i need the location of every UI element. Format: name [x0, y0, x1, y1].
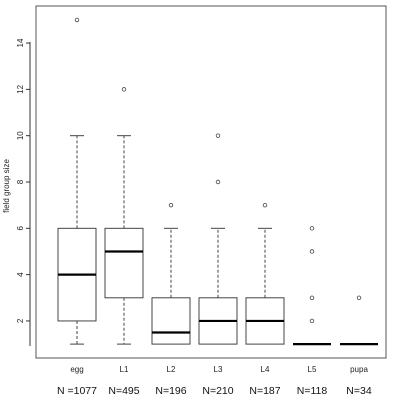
- outlier-point: [356, 295, 362, 300]
- n-label-pupa: N=34: [346, 385, 372, 397]
- box-pupa: [340, 295, 378, 346]
- n-label-l5: N=118: [297, 385, 328, 397]
- sample-size-labels: N =1077 N=495 N=196 N=210 N=187 N=118 N=34: [57, 385, 372, 397]
- box-l1: [104, 87, 144, 345]
- outlier-point: [215, 179, 221, 185]
- outlier-point: [121, 87, 127, 92]
- x-tick-label-l2: L2: [167, 365, 176, 374]
- n-label-l2: N=196: [155, 385, 186, 397]
- y-axis-ticks: 2 4 6 8 10 12 14: [16, 38, 30, 323]
- n-label-l1: N=495: [108, 385, 139, 397]
- outlier-point: [309, 249, 315, 254]
- box-l4: [245, 202, 285, 345]
- x-tick-label-pupa: pupa: [350, 365, 368, 374]
- x-axis-labels: egg L1 L2 L3 L4 L5 pupa: [70, 365, 368, 374]
- box-egg: [57, 17, 97, 345]
- x-tick-label-egg: egg: [70, 365, 83, 374]
- x-tick-label-l1: L1: [120, 365, 129, 374]
- n-label-l3: N=210: [202, 385, 233, 397]
- y-tick-label-14: 14: [16, 38, 25, 47]
- x-tick-label-l5: L5: [308, 365, 317, 374]
- box-l2: [151, 202, 191, 345]
- n-label-egg: N =1077: [57, 385, 97, 397]
- x-tick-label-l4: L4: [261, 365, 270, 374]
- outlier-point: [309, 226, 315, 231]
- y-tick-label-6: 6: [16, 226, 25, 231]
- outlier-point: [168, 202, 174, 208]
- box-series: [57, 17, 378, 346]
- iqr-box: [151, 297, 191, 345]
- outlier-point: [309, 318, 315, 324]
- y-tick-label-10: 10: [16, 131, 25, 140]
- outlier-point: [74, 17, 80, 23]
- y-tick-label-4: 4: [16, 272, 25, 277]
- outlier-point: [309, 295, 315, 300]
- y-tick-label-12: 12: [16, 84, 25, 93]
- y-tick-label-8: 8: [16, 179, 25, 184]
- iqr-box: [104, 227, 144, 299]
- n-label-l4: N=187: [249, 385, 280, 397]
- box-l5: [293, 226, 331, 346]
- box-l3: [198, 133, 238, 345]
- plot-frame: [35, 5, 387, 359]
- outlier-point: [262, 202, 268, 208]
- y-tick-label-2: 2: [16, 318, 25, 323]
- y-axis-title: field group size: [2, 159, 11, 213]
- x-tick-label-l3: L3: [214, 365, 223, 374]
- outlier-point: [215, 133, 221, 138]
